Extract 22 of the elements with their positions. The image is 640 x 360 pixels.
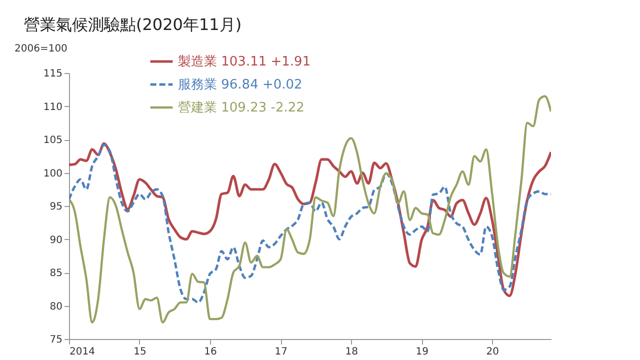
x-tick-label: 17 xyxy=(274,346,288,358)
y-tick-label: 80 xyxy=(50,301,62,312)
legend-label: 服務業 96.84 +0.02 xyxy=(178,78,302,92)
y-tick-label: 105 xyxy=(43,135,62,146)
x-tick-label: 2014 xyxy=(70,346,95,358)
x-tick-label: 20 xyxy=(486,346,499,358)
y-tick-label: 90 xyxy=(50,234,62,246)
x-tick-label: 16 xyxy=(204,346,217,358)
y-tick-label: 110 xyxy=(43,102,62,113)
y-tick-label: 95 xyxy=(50,202,62,212)
legend-label: 營建業 109.23 -2.22 xyxy=(178,100,304,116)
legend-label: 製造業 103.11 +1.91 xyxy=(178,54,311,70)
line-series xyxy=(69,95,551,324)
y-tick-label: 115 xyxy=(43,68,62,80)
y-tick-label: 100 xyxy=(43,168,62,180)
chart-title: 營業氣候測驗點(2020年11月) xyxy=(24,15,242,34)
y-tick-label: 85 xyxy=(50,268,62,279)
x-tick-label: 19 xyxy=(416,346,428,358)
y-axis-title: 2006=100 xyxy=(14,44,68,54)
x-tick-label: 18 xyxy=(345,346,358,358)
x-tick-label: 15 xyxy=(134,346,146,358)
y-tick-label: 75 xyxy=(50,334,62,346)
